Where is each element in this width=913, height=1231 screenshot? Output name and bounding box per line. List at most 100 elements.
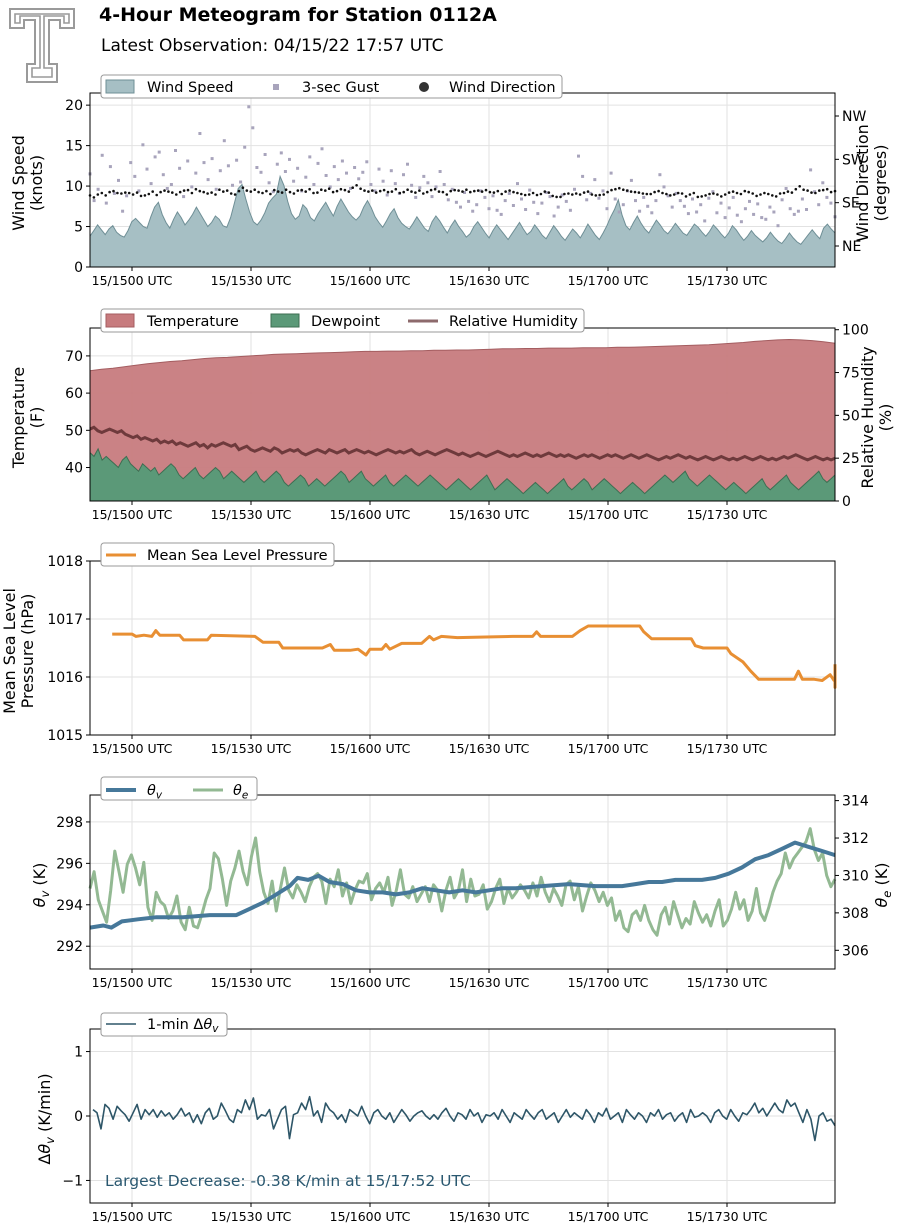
gust-marker [161,173,165,177]
direction-marker [410,190,413,193]
direction-marker [445,193,449,196]
direction-marker [531,191,535,195]
direction-marker [806,189,809,192]
direction-marker [622,188,625,191]
gust-marker [748,199,751,203]
gust-marker [345,171,348,175]
direction-marker [653,190,656,194]
gust-marker [377,167,381,171]
direction-marker [676,191,680,195]
gust-marker [528,188,532,192]
y-tick-label: 0 [74,260,83,276]
y-tick-label: 1017 [47,612,83,628]
direction-marker [571,193,574,196]
y-tick-label: −1 [62,1173,83,1189]
gust-marker [361,170,365,174]
x-tick-label: 15/1700 UTC [568,975,649,990]
direction-marker [429,188,433,192]
y-tick-label: 1018 [47,554,83,570]
gust-marker [353,166,357,169]
direction-marker [735,191,739,195]
direction-marker [284,188,288,191]
direction-marker [688,193,692,196]
gust-marker [796,209,800,213]
direction-marker [120,192,123,195]
direction-marker [143,194,147,197]
gust-marker [194,171,198,175]
gust-marker [776,224,780,228]
direction-marker [794,187,798,191]
gust-marker [691,197,694,201]
x-tick-label: 15/1530 UTC [211,975,292,990]
pressure-panel: 1015 1016 1017 1018 15/1500 UTC 15/1530 UTC 15… [0,542,837,756]
gust-marker [809,168,813,172]
direction-marker [374,191,378,194]
direction-marker [261,191,264,195]
direction-marker [527,193,531,196]
gust-marker [487,207,491,211]
direction-marker [402,190,406,194]
gust-marker [593,178,597,182]
gust-marker [288,157,291,161]
direction-marker [175,193,178,196]
direction-marker [578,193,582,196]
direction-marker [739,192,743,196]
y-tick-label: 1 [74,1045,83,1061]
direction-marker [190,191,194,195]
y2-tick-label: 0 [842,494,851,510]
gust-marker [743,207,747,211]
direction-marker [633,190,637,194]
x-tick-label: 15/1730 UTC [687,975,768,990]
direction-marker [786,190,790,193]
gust-marker [646,204,650,208]
direction-marker [108,190,111,194]
gust-marker [153,155,157,159]
gust-marker [670,205,674,209]
gust-marker [613,197,617,201]
x-tick-label: 15/1600 UTC [330,1209,411,1224]
x-tick-label: 15/1600 UTC [330,975,411,990]
legend-label: Mean Sea Level Pressure [147,548,328,564]
direction-marker [100,191,104,195]
gust-marker [239,180,243,184]
direction-marker [473,189,476,193]
direction-marker [680,192,684,195]
gust-marker [568,208,572,212]
direction-marker [582,191,586,194]
gust-marker [393,182,397,186]
direction-marker [598,193,601,197]
direction-marker [324,189,327,192]
direction-marker [484,188,488,192]
wind-y2-label: Wind Direction [853,124,872,242]
direction-marker [802,188,805,191]
direction-marker [418,189,421,192]
direction-marker [441,190,445,194]
direction-marker [363,189,366,192]
direction-marker [743,189,747,193]
gust-marker [719,201,723,205]
direction-marker [202,190,205,194]
texas-tech-logo [9,8,75,83]
gust-marker [243,145,247,149]
direction-marker [821,188,825,192]
gust-marker [463,191,466,194]
legend-label: θe [233,783,248,802]
gust-marker [597,196,601,200]
direction-marker [547,191,551,194]
direction-marker [500,192,504,196]
gust-marker [104,201,108,205]
direction-marker [378,189,382,193]
direction-marker [625,189,629,192]
direction-marker [92,196,96,199]
legend-box [100,776,258,801]
direction-marker [829,190,833,194]
legend-label: Dewpoint [311,314,380,330]
direction-marker [288,190,292,194]
dewpoint-line [89,447,836,495]
pressure-y-label: Pressure (hPa) [18,594,37,709]
direction-marker [469,190,472,194]
direction-marker [386,190,390,194]
gust-marker [222,139,226,143]
legend-swatch [105,79,135,94]
y-tick-label: 296 [56,856,83,872]
